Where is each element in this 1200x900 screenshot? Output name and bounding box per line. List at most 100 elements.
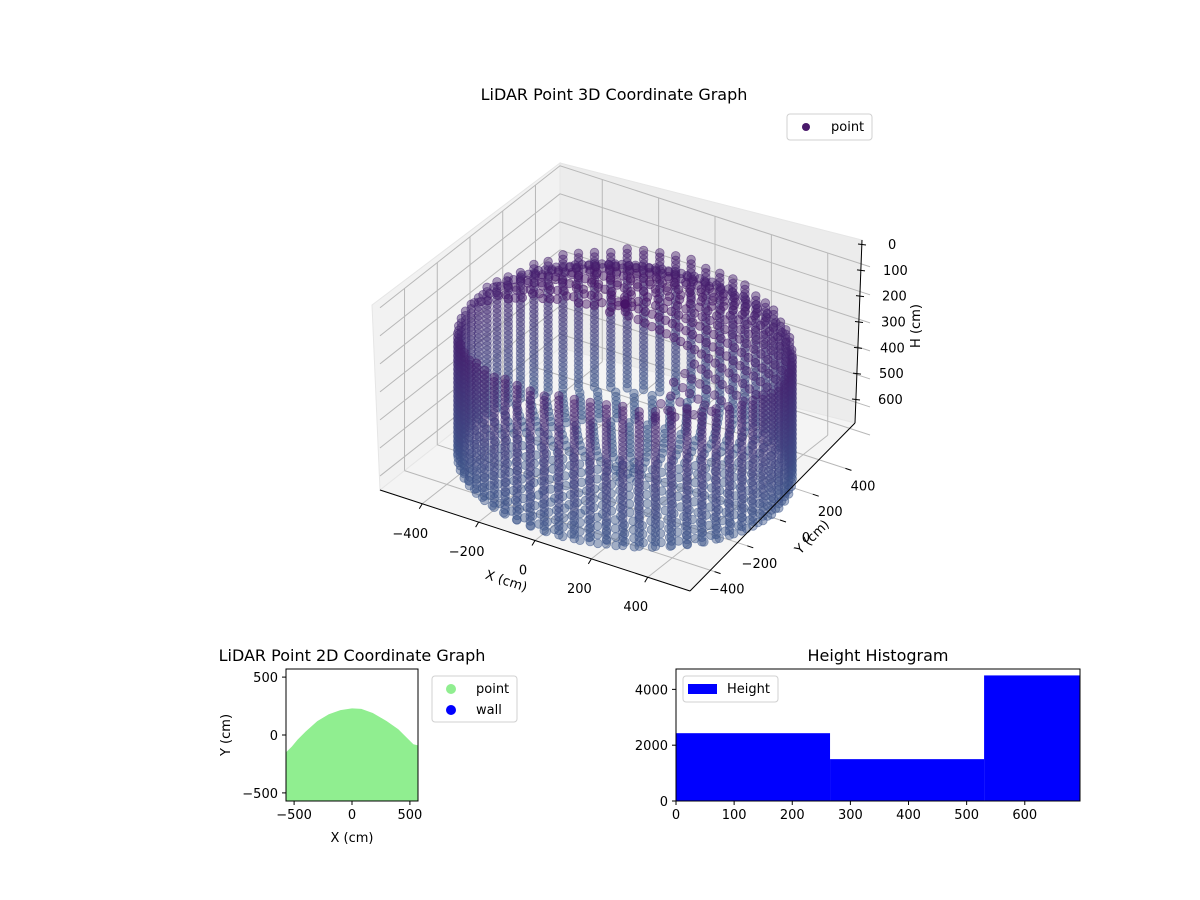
data-point — [606, 247, 616, 258]
data-point — [742, 299, 752, 309]
plot-2d-y-label: Y (cm) — [219, 714, 234, 757]
x-tick-label: 0 — [672, 808, 680, 823]
y-axis-label: Y (cm) — [792, 517, 833, 558]
data-point — [594, 413, 604, 423]
data-point — [676, 429, 686, 440]
data-point — [543, 256, 553, 267]
data-point — [677, 383, 688, 393]
data-point — [766, 336, 777, 346]
data-point — [682, 404, 692, 415]
data-point — [662, 286, 672, 296]
data-point — [605, 275, 616, 285]
data-point — [581, 299, 592, 309]
x-tick-label: 100 — [722, 808, 747, 823]
data-point — [453, 328, 463, 339]
data-point — [655, 248, 665, 258]
data-point — [774, 382, 784, 392]
data-point — [593, 538, 603, 549]
data-point — [779, 375, 790, 385]
y-tick-label: −500 — [242, 787, 278, 802]
legend-3d: point — [786, 113, 873, 141]
data-point — [693, 394, 703, 404]
x-tick-label: 500 — [397, 808, 422, 823]
data-point — [728, 305, 738, 316]
data-point — [585, 397, 595, 408]
data-point — [748, 395, 758, 406]
x-tick-label: 300 — [838, 808, 863, 823]
legend-point-marker-icon — [802, 123, 810, 131]
data-point — [684, 388, 695, 399]
data-point — [664, 273, 674, 284]
data-point — [737, 310, 747, 320]
data-point — [500, 374, 510, 385]
data-point — [711, 404, 721, 414]
plot-2d: LiDAR Point 2D Coordinate Graph −500 0 500… — [219, 646, 518, 846]
data-point — [471, 358, 482, 368]
data-point — [539, 391, 549, 401]
data-point — [589, 300, 600, 310]
y-tick-label: −400 — [709, 583, 745, 598]
data-point — [737, 400, 747, 411]
data-point — [666, 406, 677, 416]
data-point — [553, 267, 563, 277]
y-tick-label: 2000 — [635, 739, 668, 754]
data-point — [747, 315, 757, 326]
data-point — [601, 400, 612, 410]
legend-2d: point wall — [431, 675, 518, 723]
data-point — [686, 254, 696, 265]
data-point — [517, 293, 528, 303]
data-point — [759, 339, 769, 350]
data-point — [685, 287, 695, 298]
data-point — [687, 374, 697, 384]
legend-wall-marker-icon — [446, 705, 456, 715]
data-point — [618, 401, 628, 412]
data-point — [675, 397, 685, 407]
data-point — [696, 284, 706, 295]
z-tick-label: 200 — [882, 290, 907, 305]
y-tick-label: 400 — [851, 479, 876, 494]
data-point — [634, 407, 644, 417]
data-point — [642, 498, 653, 509]
data-point — [558, 250, 568, 260]
x-tick-label: −400 — [392, 527, 428, 542]
histogram-bar — [676, 733, 831, 801]
data-point — [709, 390, 720, 400]
data-point — [773, 351, 784, 361]
data-point — [686, 293, 696, 303]
x-tick-label: 0 — [519, 564, 527, 579]
histogram-title: Height Histogram — [808, 646, 949, 665]
data-point — [647, 322, 657, 332]
data-point — [719, 296, 729, 306]
data-point — [723, 284, 734, 294]
data-point — [751, 334, 761, 345]
data-point — [455, 339, 466, 350]
data-point — [525, 386, 535, 396]
data-point — [763, 354, 773, 365]
data-point — [569, 394, 580, 405]
data-point — [697, 407, 707, 417]
z-tick-label: 0 — [888, 238, 896, 253]
data-point — [666, 391, 676, 401]
data-point — [682, 407, 692, 417]
plot-3d-title: LiDAR Point 3D Coordinate Graph — [481, 85, 748, 104]
data-point — [728, 320, 738, 330]
data-point — [591, 269, 602, 280]
data-point — [740, 280, 750, 290]
legend-point-marker-icon — [446, 684, 456, 694]
data-point — [651, 300, 661, 311]
data-point — [781, 356, 791, 366]
data-point — [753, 429, 763, 439]
data-point — [512, 380, 522, 391]
data-point — [516, 276, 526, 286]
data-point — [650, 407, 661, 417]
data-point — [561, 417, 571, 428]
plot-3d: LiDAR Point 3D Coordinate Graph 0 100 200 3… — [371, 85, 924, 615]
z-tick-label: 400 — [880, 341, 905, 356]
legend-histogram: Height — [682, 675, 779, 703]
legend-hist-label: Height — [727, 682, 770, 697]
data-point — [554, 391, 564, 401]
data-point — [774, 341, 785, 352]
data-point — [659, 433, 670, 444]
data-point — [760, 298, 771, 308]
